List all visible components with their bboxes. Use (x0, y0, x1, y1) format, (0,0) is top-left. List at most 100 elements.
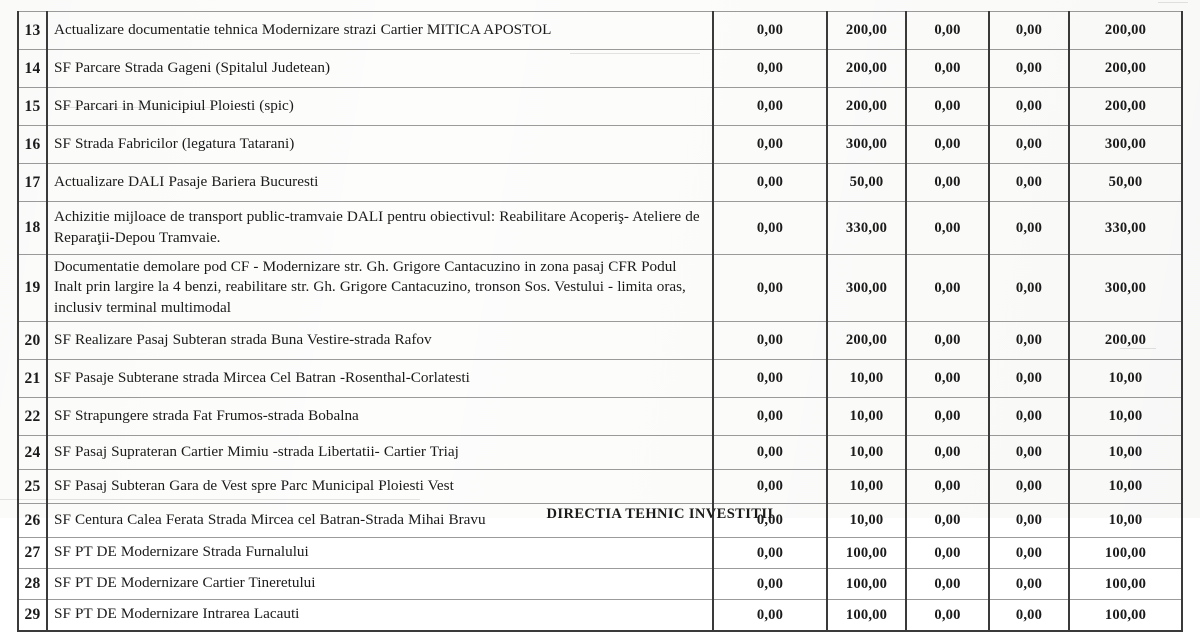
row-value-cell-4: 0,00 (989, 163, 1070, 202)
row-number-cell: 27 (17, 537, 48, 569)
row-description-cell: SF PT DE Modernizare Strada Furnalului (47, 537, 714, 569)
row-value-cell-2: 330,00 (826, 201, 907, 255)
row-value-cell-3: 0,00 (906, 201, 990, 255)
row-description-cell: Actualizare documentatie tehnica Moderni… (47, 11, 714, 50)
row-number-cell: 13 (17, 11, 48, 50)
row-value-cell-5: 300,00 (1069, 125, 1183, 164)
row-value-cell-4: 0,00 (989, 11, 1070, 50)
table-row: 20 SF Realizare Pasaj Subteran strada Bun… (17, 321, 1183, 360)
row-value-cell-1: 0,00 (713, 537, 828, 569)
row-description-cell: Actualizare DALI Pasaje Bariera Bucurest… (47, 163, 714, 202)
row-value-cell-5: 100,00 (1069, 537, 1183, 569)
row-value-cell-5: 100,00 (1069, 568, 1183, 600)
row-value-cell-5: 10,00 (1069, 435, 1183, 470)
row-value-cell-3: 0,00 (906, 49, 990, 88)
row-value-cell-5: 50,00 (1069, 163, 1183, 202)
row-value-cell-1: 0,00 (713, 163, 828, 202)
row-value-cell-5: 200,00 (1069, 87, 1183, 126)
row-number-cell: 29 (17, 599, 48, 632)
row-value-cell-4: 0,00 (989, 254, 1070, 322)
row-description-cell: SF Pasaj Subteran Gara de Vest spre Parc… (47, 469, 714, 504)
row-value-cell-4: 0,00 (989, 568, 1070, 600)
row-description-cell: SF Pasaj Suprateran Cartier Mimiu -strad… (47, 435, 714, 470)
row-value-cell-2: 100,00 (826, 537, 907, 569)
scan-artifact (1158, 2, 1188, 3)
row-value-cell-3: 0,00 (906, 435, 990, 470)
row-description-cell: SF Parcare Strada Gageni (Spitalul Judet… (47, 49, 714, 88)
table-row: 17 Actualizare DALI Pasaje Bariera Bucure… (17, 163, 1183, 202)
table-row: 16 SF Strada Fabricilor (legatura Tataran… (17, 125, 1183, 164)
row-value-cell-5: 10,00 (1069, 359, 1183, 398)
table-row: 28 SF PT DE Modernizare Cartier Tineretul… (17, 568, 1183, 600)
row-description-cell: SF Strada Fabricilor (legatura Tatarani) (47, 125, 714, 164)
row-value-cell-3: 0,00 (906, 254, 990, 322)
row-number-cell: 18 (17, 201, 48, 255)
row-value-cell-5: 300,00 (1069, 254, 1183, 322)
row-number-cell: 25 (17, 469, 48, 504)
row-value-cell-2: 300,00 (826, 125, 907, 164)
table-row: 19 Documentatie demolare pod CF - Moderni… (17, 254, 1183, 322)
row-value-cell-4: 0,00 (989, 201, 1070, 255)
row-value-cell-1: 0,00 (713, 49, 828, 88)
row-value-cell-5: 200,00 (1069, 321, 1183, 360)
table-row: 29 SF PT DE Modernizare Intrarea Lacauti 0… (17, 599, 1183, 632)
table-row: 13 Actualizare documentatie tehnica Moder… (17, 11, 1183, 50)
row-value-cell-5: 330,00 (1069, 201, 1183, 255)
row-value-cell-5: 200,00 (1069, 11, 1183, 50)
row-value-cell-3: 0,00 (906, 11, 990, 50)
row-value-cell-2: 300,00 (826, 254, 907, 322)
table-row: 15 SF Parcari in Municipiul Ploiesti (spi… (17, 87, 1183, 126)
table-row: 25 SF Pasaj Subteran Gara de Vest spre Pa… (17, 469, 1183, 504)
row-value-cell-1: 0,00 (713, 359, 828, 398)
row-number-cell: 28 (17, 568, 48, 600)
row-value-cell-4: 0,00 (989, 435, 1070, 470)
row-value-cell-1: 0,00 (713, 87, 828, 126)
row-description-cell: SF Parcari in Municipiul Ploiesti (spic) (47, 87, 714, 126)
row-value-cell-3: 0,00 (906, 359, 990, 398)
row-description-cell: SF Realizare Pasaj Subteran strada Buna … (47, 321, 714, 360)
row-value-cell-5: 10,00 (1069, 397, 1183, 436)
row-description-cell: SF PT DE Modernizare Intrarea Lacauti (47, 599, 714, 632)
row-value-cell-3: 0,00 (906, 469, 990, 504)
row-value-cell-3: 0,00 (906, 537, 990, 569)
row-number-cell: 19 (17, 254, 48, 322)
row-value-cell-2: 10,00 (826, 435, 907, 470)
row-number-cell: 24 (17, 435, 48, 470)
row-value-cell-3: 0,00 (906, 397, 990, 436)
row-value-cell-3: 0,00 (906, 87, 990, 126)
row-value-cell-3: 0,00 (906, 599, 990, 632)
row-value-cell-3: 0,00 (906, 321, 990, 360)
row-value-cell-2: 200,00 (826, 11, 907, 50)
row-number-cell: 17 (17, 163, 48, 202)
row-value-cell-4: 0,00 (989, 359, 1070, 398)
row-value-cell-2: 200,00 (826, 49, 907, 88)
row-description-cell: Achizitie mijloace de transport public-t… (47, 201, 714, 255)
budget-table: 13 Actualizare documentatie tehnica Moder… (17, 11, 1183, 632)
row-value-cell-1: 0,00 (713, 201, 828, 255)
footer-department-label: DIRECTIA TEHNIC INVESTITII (546, 506, 774, 518)
row-value-cell-2: 10,00 (826, 359, 907, 398)
row-value-cell-1: 0,00 (713, 397, 828, 436)
row-value-cell-4: 0,00 (989, 397, 1070, 436)
table-row: 22 SF Strapungere strada Fat Frumos-strad… (17, 397, 1183, 436)
row-description-cell: SF Strapungere strada Fat Frumos-strada … (47, 397, 714, 436)
table-row: 18 Achizitie mijloace de transport public… (17, 201, 1183, 255)
table-row: 27 SF PT DE Modernizare Strada Furnalului… (17, 537, 1183, 569)
row-value-cell-4: 0,00 (989, 469, 1070, 504)
row-value-cell-1: 0,00 (713, 435, 828, 470)
table-row: 14 SF Parcare Strada Gageni (Spitalul Jud… (17, 49, 1183, 88)
budget-table-body: 13 Actualizare documentatie tehnica Moder… (17, 11, 1183, 632)
row-value-cell-2: 200,00 (826, 321, 907, 360)
row-value-cell-2: 200,00 (826, 87, 907, 126)
row-value-cell-3: 0,00 (906, 125, 990, 164)
row-value-cell-1: 0,00 (713, 321, 828, 360)
row-value-cell-1: 0,00 (713, 469, 828, 504)
row-number-cell: 22 (17, 397, 48, 436)
row-number-cell: 16 (17, 125, 48, 164)
row-number-cell: 14 (17, 49, 48, 88)
row-value-cell-5: 10,00 (1069, 469, 1183, 504)
table-row: 24 SF Pasaj Suprateran Cartier Mimiu -str… (17, 435, 1183, 470)
row-value-cell-4: 0,00 (989, 537, 1070, 569)
row-value-cell-1: 0,00 (713, 599, 828, 632)
row-value-cell-4: 0,00 (989, 125, 1070, 164)
